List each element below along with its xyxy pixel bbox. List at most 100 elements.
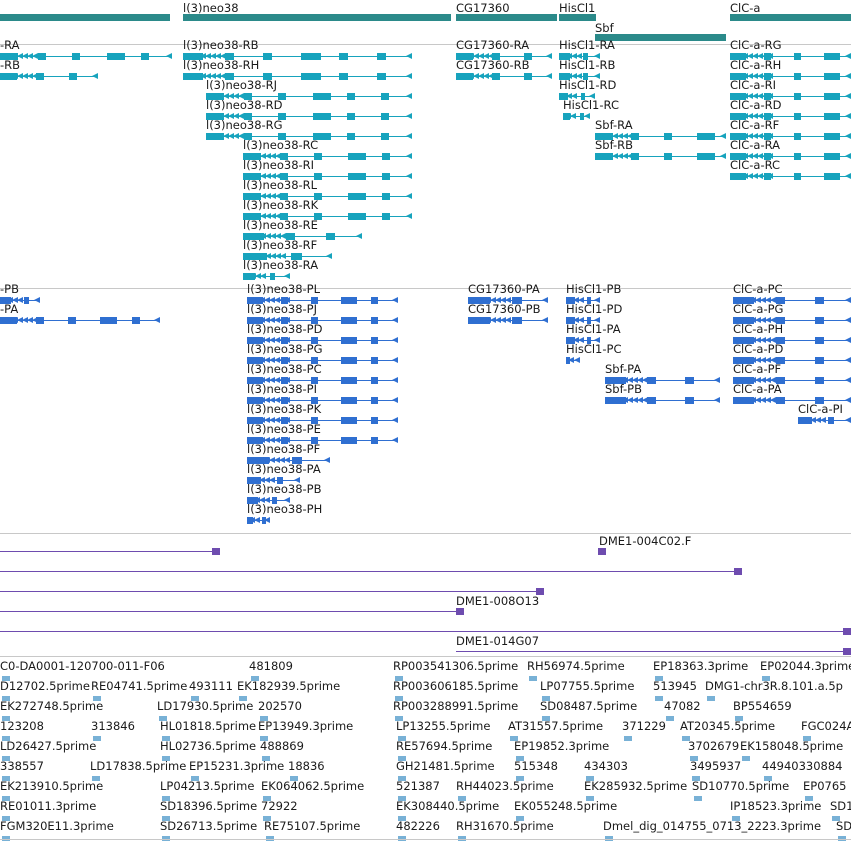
protein-exon [647,377,656,384]
transcript-intron-line [243,216,412,217]
est-label: EK285932.5prime [584,779,688,793]
transcript-label: l(3)neo38-RJ [206,78,278,92]
protein-strand-arrow [17,317,23,323]
gene-bar[interactable] [595,34,726,41]
est-label: 521387 [396,779,440,793]
protein-strand-arrow [22,317,28,323]
protein-exon [311,357,318,364]
transcript-strand-arrow [762,73,768,79]
transcript-strand-arrow [265,153,271,159]
transcript-strand-arrow [732,133,738,139]
gene-bar[interactable] [183,14,451,21]
protein-end-arrow [392,317,398,323]
transcript-strand-arrow [742,133,748,139]
transcript-exon [382,173,390,180]
transcript-strand-arrow [762,53,768,59]
transcript-intron-line [730,116,851,117]
est-mark [162,756,170,761]
est-label: 515348 [514,759,558,773]
est-mark [290,776,298,781]
transcript-strand-arrow [275,173,281,179]
transcript-label: CG17360-RA [456,38,530,52]
transcript-strand-arrow [238,93,244,99]
transcript-end-arrow [845,53,851,59]
protein-label: l(3)neo38-PE [247,422,321,436]
est-label: LD17930.5prime [157,699,254,713]
protein-strand-arrow [259,437,265,443]
est-mark [586,776,594,781]
protein-label: ClC-a-PA [733,382,782,396]
est-mark [694,796,702,801]
transcript-exon [347,93,355,100]
protein-end-arrow [294,477,300,483]
protein-label: -PB [0,282,19,296]
protein-strand-arrow [284,437,290,443]
gene-bar[interactable] [456,14,557,21]
transcript-exon [313,133,331,140]
transcript-exon [301,73,321,80]
est-label: 313846 [91,719,135,733]
transcript-label: l(3)neo38-RG [206,118,283,132]
transcript-exon [339,73,348,80]
transcript-exon [286,233,295,240]
transcript-strand-arrow [737,53,743,59]
transcript-strand-arrow [238,113,244,119]
protein-strand-arrow [284,457,290,463]
protein-strand-arrow [259,337,265,343]
transcript-exon [314,153,322,160]
transcript-exon [314,193,322,200]
est-mark [682,736,690,741]
transcript-end-arrow [594,53,600,59]
protein-exon [776,337,785,344]
transcript-strand-arrow [255,273,261,279]
protein-strand-arrow [254,357,260,363]
transcript-intron-line [730,96,851,97]
transcript-end-arrow [546,53,552,59]
protein-intron-line [733,400,851,401]
transcript-strand-arrow [208,93,214,99]
protein-strand-arrow [765,397,771,403]
protein-end-arrow [714,397,720,403]
gene-bar[interactable] [0,14,170,21]
transcript-strand-arrow [752,93,758,99]
transcript-strand-arrow [27,73,33,79]
protein-strand-arrow [568,357,574,363]
transcript-intron-line [595,156,726,157]
transcript-exon [382,153,390,160]
protein-strand-arrow [480,317,486,323]
protein-exon [371,437,378,444]
protein-strand-arrow [750,397,756,403]
est-mark [832,816,840,821]
gene-bar[interactable] [730,14,851,21]
protein-label: l(3)neo38-PD [247,322,323,336]
transcript-strand-arrow [218,113,224,119]
oligo-end-block [598,548,606,555]
protein-strand-arrow [760,317,766,323]
protein-end-arrow [845,297,851,303]
protein-strand-arrow [254,337,260,343]
gene-bar[interactable] [559,14,596,21]
est-mark [398,796,406,801]
protein-intron-line [247,320,398,321]
transcript-exon [697,153,715,160]
transcript-label: -RA [0,38,20,52]
transcript-strand-arrow [2,73,8,79]
transcript-end-arrow [845,113,851,119]
protein-exon [311,377,318,384]
transcript-strand-arrow [270,173,276,179]
est-label: EK055248.5prime [514,799,618,813]
transcript-strand-arrow [260,253,266,259]
protein-strand-arrow [735,337,741,343]
transcript-strand-arrow [488,53,494,59]
protein-intron-line [247,420,398,421]
transcript-exon [794,153,801,160]
transcript-intron-line [183,56,412,57]
est-mark [398,816,406,821]
transcript-strand-arrow [561,53,567,59]
transcript-strand-arrow [468,53,474,59]
protein-strand-arrow [284,357,290,363]
transcript-intron-line [206,136,412,137]
transcript-strand-arrow [255,253,261,259]
transcript-strand-arrow [200,53,206,59]
